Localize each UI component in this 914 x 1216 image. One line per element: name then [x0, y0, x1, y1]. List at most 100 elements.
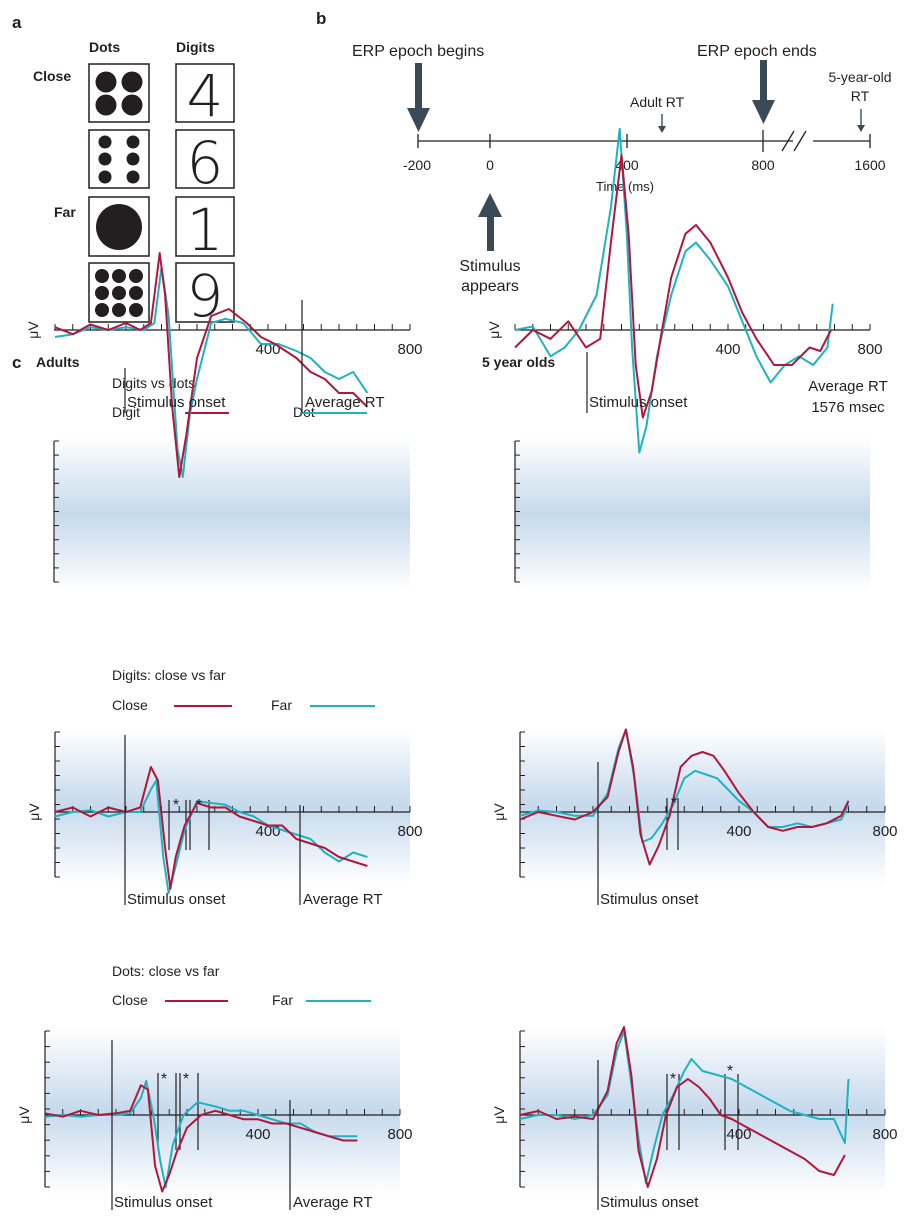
epoch-ends-arrow [752, 60, 775, 124]
child-rt-arrow [857, 109, 865, 132]
children-title: 5 year olds [482, 354, 555, 370]
x-tick-label-800: 800 [397, 341, 422, 358]
legend-teal-label: Far [271, 697, 292, 713]
tick-label-800: 800 [751, 157, 775, 173]
epoch-begins-label: ERP epoch begins [352, 43, 484, 60]
significance-asterisk: * [727, 1063, 733, 1080]
significance-asterisk: * [670, 1071, 676, 1088]
average-rt-label: Average RT [303, 891, 383, 908]
adult-rt-arrow [658, 114, 666, 133]
y-axis-label: μV [25, 321, 41, 339]
dots-box-9 [88, 262, 150, 323]
legend-red-label: Close [112, 992, 148, 1008]
waveform-teal [44, 1080, 358, 1189]
row-close-label: Close [33, 68, 71, 84]
row-title: Digits: close vs far [112, 667, 226, 683]
panel-c-letter: c [12, 353, 21, 372]
panel-a: a Dots Digits Close Far 4 6 1 [12, 13, 235, 330]
y-axis-label: μV [26, 803, 42, 821]
stimulus-onset-label: Stimulus onset [600, 1194, 699, 1211]
adult-rt-label: Adult RT [630, 94, 685, 110]
tick-label-1600: 1600 [854, 157, 885, 173]
row-title: Digits vs dots [112, 375, 195, 391]
x-tick-label-800: 800 [397, 823, 422, 840]
significance-asterisk: * [183, 1071, 189, 1088]
plot-background [55, 437, 410, 590]
child-average-rt-label: Average RT [808, 378, 888, 395]
dots-1 [96, 204, 142, 250]
dots-9 [95, 269, 143, 317]
significance-asterisk: * [671, 795, 677, 812]
y-axis-label: μV [16, 1106, 32, 1124]
digit-6: 6 [187, 129, 224, 197]
significance-asterisk: * [196, 797, 202, 814]
legend-teal-label: Far [272, 992, 293, 1008]
panel-c-header: c Adults 5 year olds [12, 353, 555, 372]
child-rt-label-2: RT [851, 88, 870, 104]
digit-4: 4 [187, 62, 224, 130]
row-far-label: Far [54, 204, 76, 220]
x-tick-label-400: 400 [726, 823, 751, 840]
waveform-red [54, 766, 368, 890]
dots-6 [98, 135, 140, 184]
stimulus-onset-label: Stimulus onset [600, 891, 699, 908]
row-header-1: Digits vs dotsDigitDot [112, 375, 367, 420]
significance-asterisk: * [173, 797, 179, 814]
dots-box-4 [88, 63, 150, 123]
x-tick-label-800: 800 [872, 1126, 897, 1143]
plot-background [515, 437, 870, 590]
legend-red-label: Digit [112, 404, 140, 420]
y-axis-label: μV [486, 321, 502, 339]
x-tick-label-400: 400 [255, 341, 280, 358]
erp-plots: Digits vs dotsDigitDotDigits: close vs f… [16, 127, 898, 1211]
digit-box-1 [175, 196, 235, 257]
child-rt-label-1: 5-year-old [828, 69, 891, 85]
children-digits-vs-dots: 400 800 μV Stimulus onset Average RT 1576 mse… [486, 127, 888, 590]
digit-9: 9 [187, 262, 224, 330]
digit-1: 1 [187, 196, 224, 264]
x-tick-label-800: 800 [872, 823, 897, 840]
digit-box-4 [175, 63, 235, 123]
digit-box-9 [175, 262, 235, 323]
stimulus-onset-label: Stimulus onset [127, 394, 226, 411]
panel-b: b ERP epoch begins ERP epoch ends Adult … [316, 9, 892, 295]
timeline-axis [417, 130, 871, 152]
waveform-red [54, 252, 369, 478]
adults-title: Adults [36, 354, 80, 370]
stimulus-appears-label-1: Stimulus [459, 258, 520, 275]
child-average-rt-value: 1576 msec [811, 399, 885, 416]
dots-4 [95, 71, 143, 116]
stimulus-appears-arrow [478, 193, 502, 251]
stimulus-onset-label: Stimulus onset [127, 891, 226, 908]
waveform-teal [54, 266, 369, 478]
children-digits-close-vs-far: 400 800 μV * Stimulus onset [491, 728, 898, 908]
digit-box-6 [175, 129, 235, 189]
average-rt-label: Average RT [293, 1194, 373, 1211]
waveform-teal [514, 127, 834, 454]
stimulus-onset-label: Stimulus onset [589, 394, 688, 411]
x-tick-label-800: 800 [857, 341, 882, 358]
adults-dots-close-vs-far: 400 800 μV * * Stimulus onset Average RT [16, 1027, 413, 1211]
x-tick-label-400: 400 [245, 1126, 270, 1143]
panel-a-letter: a [12, 13, 22, 32]
col-digits-header: Digits [176, 39, 215, 55]
stimulus-onset-label: Stimulus onset [114, 1194, 213, 1211]
panel-b-letter: b [316, 9, 326, 28]
significance-asterisk: * [161, 1071, 167, 1088]
dots-box-1 [88, 196, 150, 257]
dots-box-6 [88, 129, 150, 189]
row-header-2: Digits: close vs far Close Far [112, 667, 375, 713]
waveform-red [514, 154, 832, 419]
adults-digits-vs-dots: 400 800 μV Stimulus onset Average RT [25, 252, 423, 590]
legend-red-label: Close [112, 697, 148, 713]
waveform-red [44, 1084, 358, 1193]
col-dots-header: Dots [89, 39, 120, 55]
children-dots-close-vs-far: 400 800 μV * * Stimulus onset [491, 1026, 898, 1211]
epoch-begins-arrow [407, 63, 430, 132]
x-tick-label-400: 400 [726, 1126, 751, 1143]
y-axis-label: μV [491, 803, 507, 821]
x-tick-label-800: 800 [387, 1126, 412, 1143]
tick-label-0: 0 [486, 157, 494, 173]
